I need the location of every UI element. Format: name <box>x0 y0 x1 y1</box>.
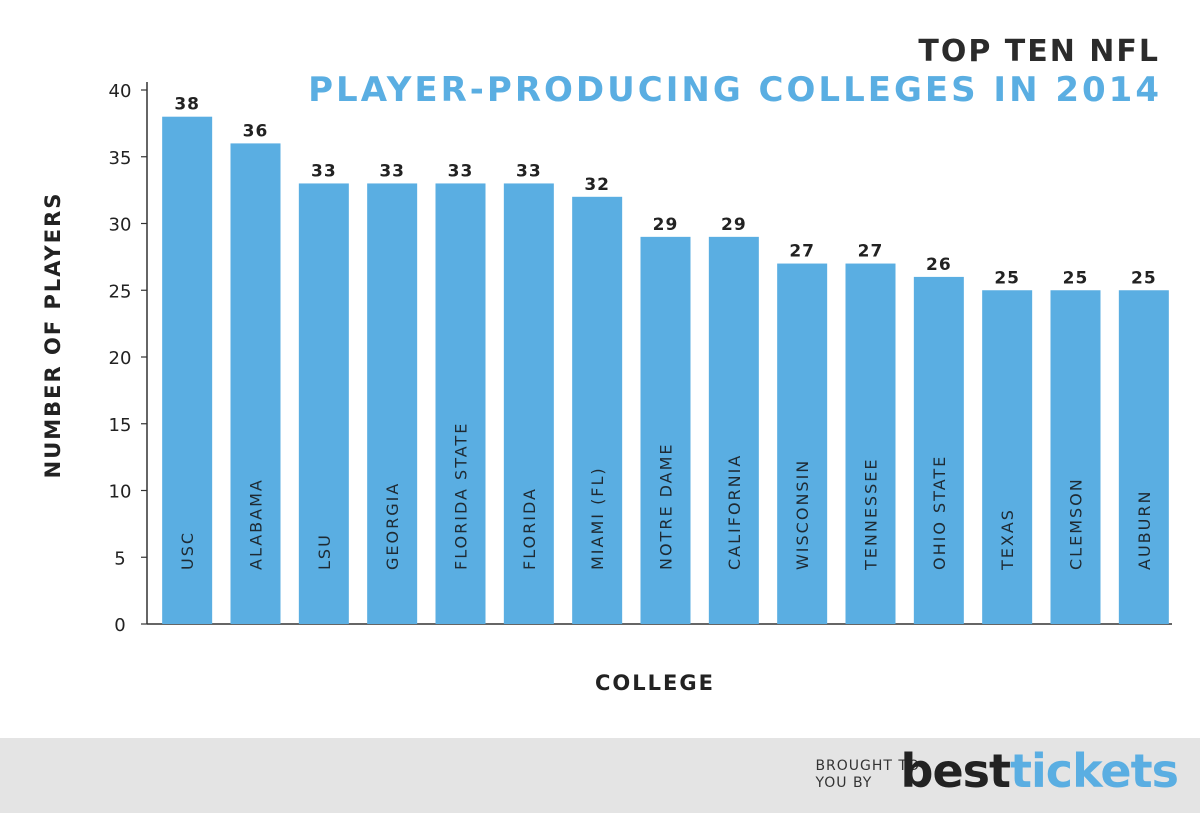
category-label: CALIFORNIA <box>725 454 744 570</box>
y-axis-title: NUMBER OF PLAYERS <box>41 192 65 479</box>
data-label: 38 <box>174 95 200 115</box>
data-label: 25 <box>994 268 1020 288</box>
y-tick-label: 0 <box>114 615 125 636</box>
x-axis-title: COLLEGE <box>595 671 715 695</box>
y-tick-label: 10 <box>109 482 132 503</box>
category-label: MIAMI (FL) <box>588 466 607 570</box>
data-label: 33 <box>448 161 474 181</box>
category-label: GEORGIA <box>383 482 402 570</box>
data-label: 29 <box>653 215 679 235</box>
category-label: ALABAMA <box>247 478 266 570</box>
category-label: FLORIDA <box>520 487 539 570</box>
data-label: 27 <box>789 242 815 262</box>
footer-banner: BROUGHT TO YOU BY besttickets <box>0 738 1200 813</box>
y-tick-label: 15 <box>109 415 132 436</box>
logo-part-tickets: tickets <box>1010 744 1178 798</box>
category-label: WISCONSIN <box>793 459 812 570</box>
data-label: 33 <box>311 161 337 181</box>
bar <box>982 290 1032 624</box>
category-label: AUBURN <box>1135 490 1154 570</box>
category-label: TEXAS <box>998 508 1017 571</box>
data-label: 33 <box>379 161 405 181</box>
data-label: 29 <box>721 215 747 235</box>
y-tick-label: 25 <box>109 281 132 302</box>
bar <box>1051 290 1101 624</box>
y-tick-label: 20 <box>109 348 132 369</box>
category-label: CLEMSON <box>1067 477 1086 570</box>
data-label: 32 <box>584 175 610 195</box>
y-tick-label: 40 <box>109 81 132 102</box>
data-label: 26 <box>926 255 952 275</box>
y-tick-label: 5 <box>114 548 125 569</box>
besttickets-logo: besttickets <box>901 744 1178 798</box>
category-label: USC <box>178 531 197 570</box>
bar <box>1119 290 1169 624</box>
data-label: 33 <box>516 161 542 181</box>
category-label: NOTRE DAME <box>657 442 676 570</box>
y-tick-label: 35 <box>109 148 132 169</box>
data-label: 27 <box>858 242 884 262</box>
logo-part-best: best <box>901 744 1011 798</box>
bar <box>914 277 964 624</box>
data-label: 36 <box>243 121 269 141</box>
category-label: TENNESSEE <box>862 458 881 571</box>
bar-chart: 0 5 10 15 20 25 30 35 40 38 USC 36 ALABAMA 33 LSU 33 GEO… <box>0 0 1200 735</box>
y-tick-label: 30 <box>109 215 132 236</box>
category-label: OHIO STATE <box>930 455 949 570</box>
category-label: FLORIDA STATE <box>452 422 471 570</box>
data-label: 25 <box>1131 268 1157 288</box>
category-label: LSU <box>315 533 334 570</box>
data-label: 25 <box>1063 268 1089 288</box>
